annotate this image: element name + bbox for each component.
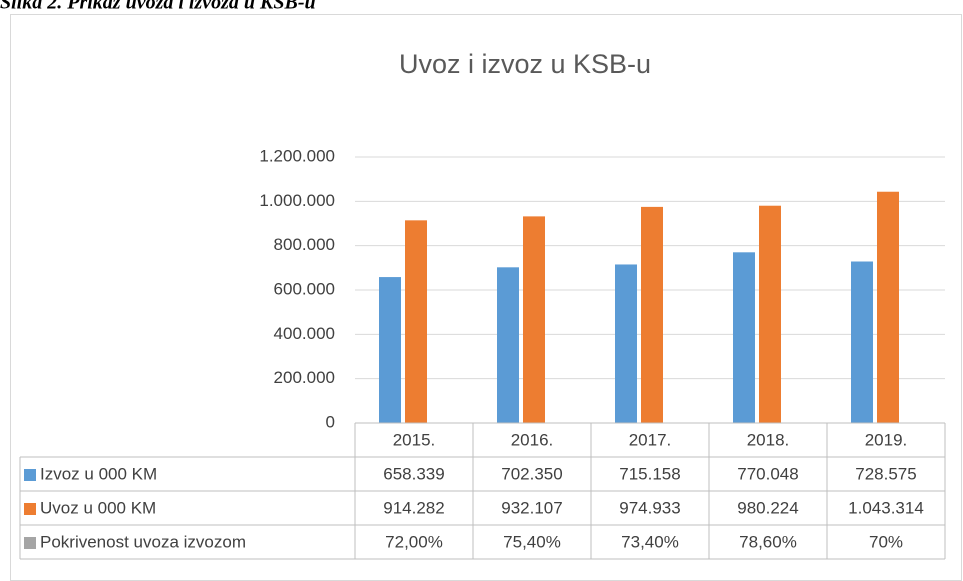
bar [733,252,755,423]
y-tick-label: 1.200.000 [259,146,335,165]
x-tick-label: 2017. [629,430,672,449]
table-value: 770.048 [737,464,798,483]
table-value: 974.933 [619,498,680,517]
bar [851,261,873,423]
chart-title: Uvoz i izvoz u KSB-u [399,49,651,79]
legend-key [24,537,36,549]
legend-label: Uvoz u 000 KM [40,498,156,517]
x-tick-label: 2016. [511,430,554,449]
table-value: 728.575 [855,464,916,483]
table-value: 932.107 [501,498,562,517]
bar [615,264,637,423]
table-value: 70% [869,532,903,551]
bar [379,277,401,423]
table-value: 715.158 [619,464,680,483]
table-value: 702.350 [501,464,562,483]
table-value: 980.224 [737,498,798,517]
y-tick-label: 1.000.000 [259,191,335,210]
y-tick-label: 600.000 [274,279,335,298]
legend-key [24,469,36,481]
bar [877,191,899,423]
legend-key [24,503,36,515]
x-tick-label: 2019. [865,430,908,449]
table-value: 1.043.314 [848,498,924,517]
table-value: 72,00% [385,532,443,551]
y-tick-label: 0 [326,412,335,431]
y-tick-label: 400.000 [274,324,335,343]
bar [759,205,781,423]
table-value: 73,40% [621,532,679,551]
table-value: 75,40% [503,532,561,551]
x-tick-label: 2018. [747,430,790,449]
y-tick-label: 800.000 [274,235,335,254]
legend-label: Izvoz u 000 KM [40,464,157,483]
bar [523,216,545,423]
x-tick-label: 2015. [393,430,436,449]
bar [497,267,519,423]
legend-label: Pokrivenost uvoza izvozom [40,532,246,551]
figure-caption: Slika 2. Prikaz uvoza i izvoza u KSB-u [0,0,316,14]
chart-border [10,14,962,581]
table-value: 914.282 [383,498,444,517]
table-value: 658.339 [383,464,444,483]
bar [405,220,427,423]
bar [641,206,663,423]
table-value: 78,60% [739,532,797,551]
y-tick-label: 200.000 [274,368,335,387]
